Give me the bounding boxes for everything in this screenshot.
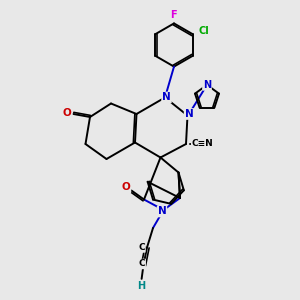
Text: C: C [138,243,145,252]
Text: Cl: Cl [199,26,209,36]
Text: H: H [137,280,145,291]
Text: F: F [170,10,177,20]
Text: N: N [158,206,166,217]
Text: N: N [184,109,194,119]
Text: C≡N: C≡N [192,140,213,148]
Text: O: O [122,182,130,193]
Text: N: N [162,92,171,103]
Text: N: N [203,80,211,90]
Text: C: C [139,260,145,268]
Text: O: O [62,107,71,118]
